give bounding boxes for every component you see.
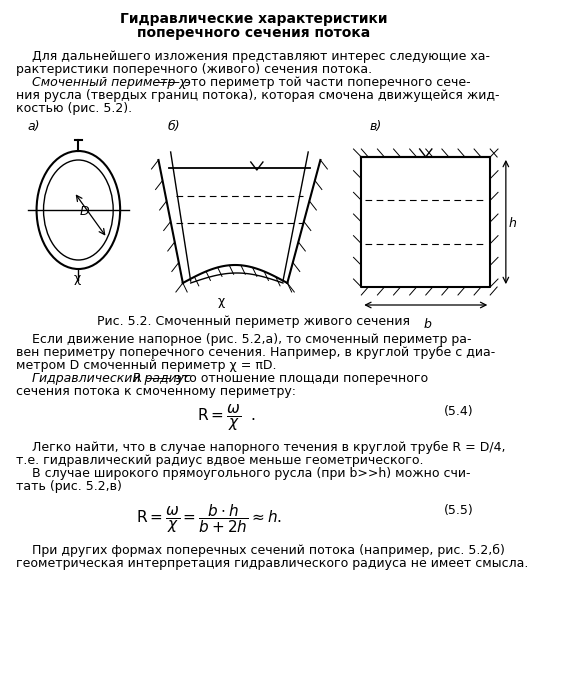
Text: R —— это отношение площади поперечного: R —— это отношение площади поперечного — [129, 372, 428, 385]
Text: геометрическая интерпретация гидравлического радиуса не имеет смысла.: геометрическая интерпретация гидравличес… — [16, 557, 528, 570]
Text: сечения потока к смоченному периметру:: сечения потока к смоченному периметру: — [16, 385, 296, 398]
Text: поперечного сечения потока: поперечного сечения потока — [137, 26, 370, 40]
Text: рактеристики поперечного (живого) сечения потока.: рактеристики поперечного (живого) сечени… — [16, 63, 372, 76]
Text: тать (рис. 5.2,в): тать (рис. 5.2,в) — [16, 480, 122, 493]
Text: метром D смоченный периметр χ = πD.: метром D смоченный периметр χ = πD. — [16, 359, 276, 372]
Text: В случае широкого прямоугольного русла (при b>>h) можно счи-: В случае широкого прямоугольного русла (… — [16, 467, 470, 480]
Text: т.е. гидравлический радиус вдвое меньше геометрического.: т.е. гидравлический радиус вдвое меньше … — [16, 454, 423, 467]
Text: Гидравлические характеристики: Гидравлические характеристики — [120, 12, 387, 26]
Text: а): а) — [28, 120, 40, 133]
Text: b: b — [423, 318, 431, 331]
Text: (5.4): (5.4) — [444, 405, 474, 418]
Text: Легко найти, что в случае напорного течения в круглой трубе R = D/4,: Легко найти, что в случае напорного тече… — [16, 441, 505, 454]
Text: χ: χ — [218, 295, 225, 308]
Text: При других формах поперечных сечений потока (например, рис. 5.2,б): При других формах поперечных сечений пот… — [16, 544, 505, 557]
Text: $\mathrm{R} = \dfrac{\omega}{\chi} = \dfrac{b \cdot h}{b + 2h} \approx h.$: $\mathrm{R} = \dfrac{\omega}{\chi} = \df… — [136, 502, 282, 535]
Text: Если движение напорное (рис. 5.2,а), то смоченный периметр ра-: Если движение напорное (рис. 5.2,а), то … — [16, 333, 471, 346]
Text: вен периметру поперечного сечения. Например, в круглой трубе с диа-: вен периметру поперечного сечения. Напри… — [16, 346, 495, 359]
Text: D: D — [80, 205, 90, 218]
Text: ния русла (твердых границ потока), которая смочена движущейся жид-: ния русла (твердых границ потока), котор… — [16, 89, 499, 102]
Text: Гидравлический радиус: Гидравлический радиус — [16, 372, 191, 385]
Text: костью (рис. 5.2).: костью (рис. 5.2). — [16, 102, 132, 115]
Text: $\mathrm{R} = \dfrac{\omega}{\chi}$  .: $\mathrm{R} = \dfrac{\omega}{\chi}$ . — [197, 403, 256, 432]
Text: χ: χ — [74, 272, 81, 285]
Text: в): в) — [370, 120, 382, 133]
Text: h: h — [509, 217, 516, 230]
Text: Смоченный периметр χ: Смоченный периметр χ — [16, 76, 186, 89]
Text: Рис. 5.2. Смоченный периметр живого сечения: Рис. 5.2. Смоченный периметр живого сече… — [97, 315, 410, 328]
Text: Для дальнейшего изложения представляют интерес следующие ха-: Для дальнейшего изложения представляют и… — [16, 50, 489, 63]
Text: —— это периметр той части поперечного сече-: —— это периметр той части поперечного се… — [151, 76, 471, 89]
Text: б): б) — [167, 120, 180, 133]
Text: (5.5): (5.5) — [444, 504, 474, 517]
